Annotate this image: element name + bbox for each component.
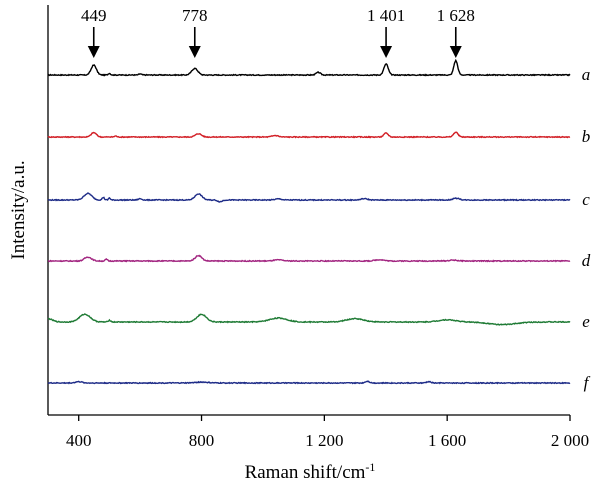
series-label-e: e [582,312,590,331]
x-tick-label: 400 [66,431,92,450]
series-label-f: f [584,373,591,392]
series-line-f [47,380,571,385]
peak-annotation-label: 449 [81,6,107,25]
peak-annotation-label: 778 [182,6,208,25]
peak-annotation-label: 1 628 [437,6,475,25]
peak-arrow-head [380,46,393,58]
peak-annotations: 449 778 1 401 1 628 [81,6,475,58]
x-tick-label: 1 200 [305,431,343,450]
series-labels: a b c d e f [582,65,591,392]
series-label-b: b [582,127,591,146]
series-label-d: d [582,251,591,270]
x-tick-label: 2 000 [551,431,589,450]
series-line-a [47,58,571,77]
y-axis-title: Intensity/a.u. [8,160,29,259]
x-axis-title: Raman shift/cm-1 [245,460,376,483]
peak-arrow-head [188,46,201,58]
peak-arrow-head [87,46,100,58]
series-label-c: c [582,190,590,209]
series-line-e [47,313,571,326]
series-line-c [47,192,571,203]
series-line-b [47,131,571,139]
series-line-d [48,254,571,263]
x-tick-label: 800 [189,431,215,450]
series-lines [47,58,571,385]
x-axis-ticks: 400 800 1 200 1 600 2 000 [66,415,589,450]
x-tick-label: 1 600 [428,431,466,450]
series-label-a: a [582,65,591,84]
peak-annotation-label: 1 401 [367,6,405,25]
peak-arrow-head [449,46,462,58]
